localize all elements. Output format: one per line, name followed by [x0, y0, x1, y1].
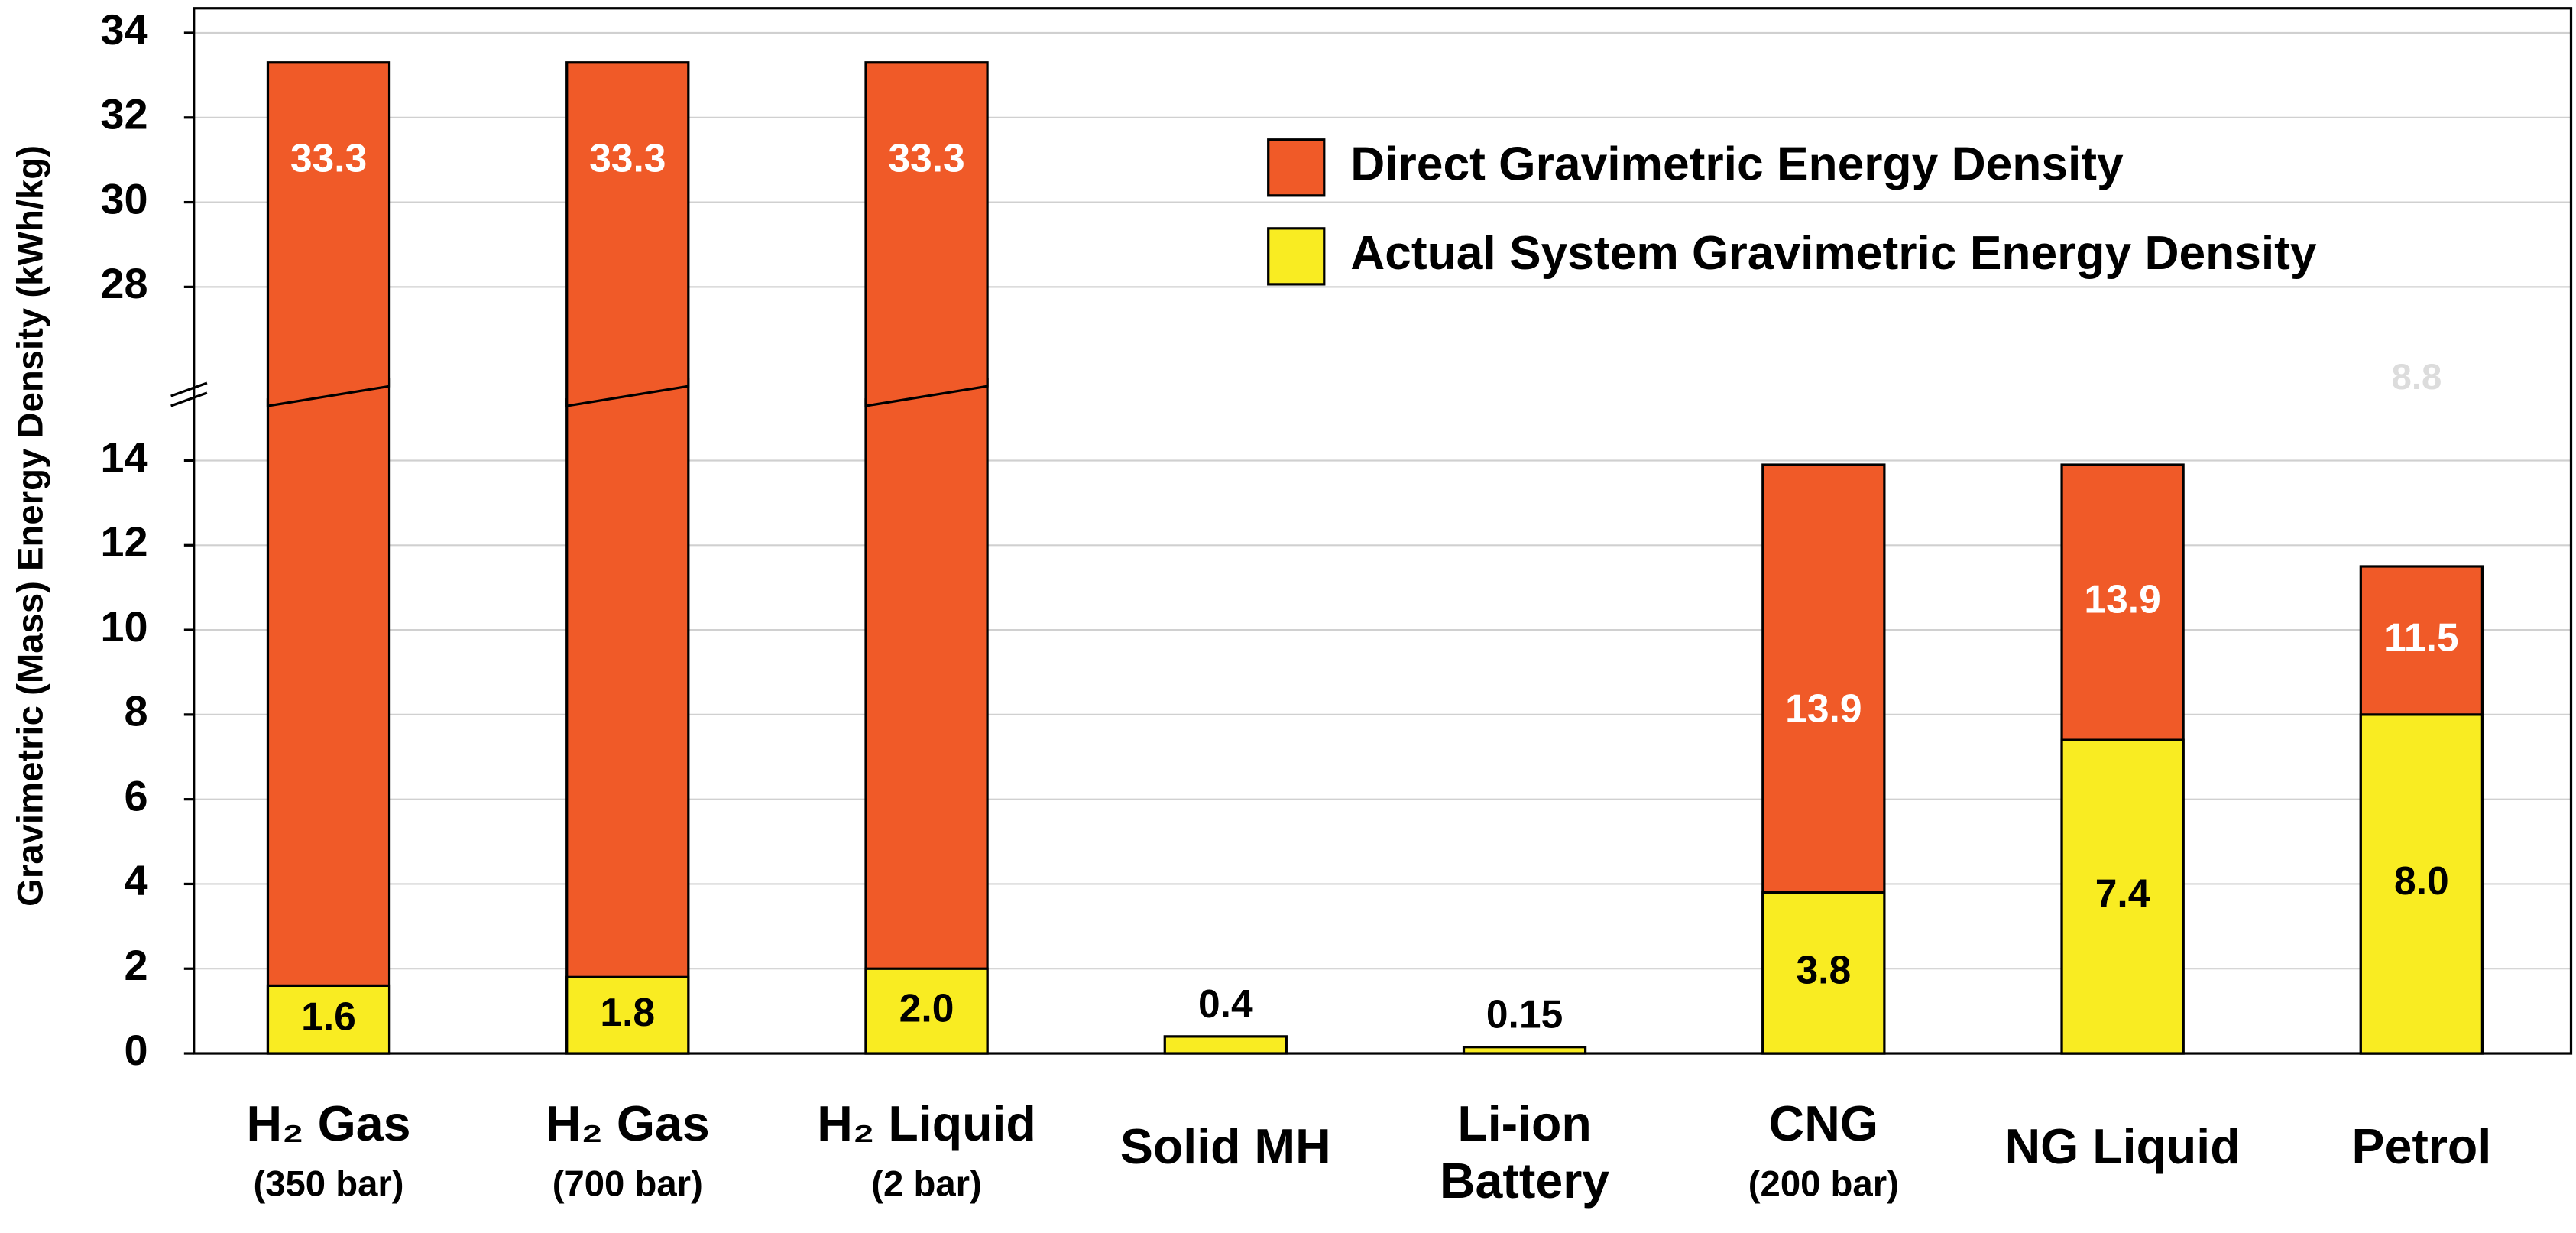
y-tick-label: 8: [124, 687, 147, 735]
value-label-actual: 3.8: [1796, 947, 1851, 991]
x-tick-label: Battery: [1440, 1154, 1609, 1209]
value-label-direct: 13.9: [1785, 686, 1862, 730]
axis-break-mark: [170, 381, 208, 397]
bar-actual: [565, 975, 690, 1055]
value-label-direct: 11.5: [2384, 615, 2459, 660]
x-tick-label: NG Liquid: [2005, 1119, 2241, 1174]
value-label-direct: 33.3: [290, 135, 367, 180]
y-tick-label: 30: [100, 174, 147, 222]
bar-actual: [2359, 713, 2484, 1055]
value-label-actual: 7.4: [2095, 871, 2150, 916]
legend-swatch: [1267, 138, 1326, 197]
value-label-actual: 1.8: [600, 990, 655, 1034]
y-tick-label: 6: [124, 771, 147, 819]
y-axis-title: Gravimetric (Mass) Energy Density (kWh/k…: [11, 145, 51, 907]
y-tick-label: 32: [100, 90, 147, 138]
y-tick-label: 10: [100, 602, 147, 651]
value-label-actual: 0.4: [1198, 982, 1253, 1026]
legend-label: Direct Gravimetric Energy Density: [1350, 138, 2124, 191]
legend-label: Actual System Gravimetric Energy Density: [1350, 227, 2317, 280]
x-tick-label: CNG: [1769, 1096, 1878, 1151]
bar-direct: [266, 378, 391, 1055]
bar-actual: [2060, 738, 2185, 1055]
x-tick-label: H₂ Gas: [246, 1096, 410, 1151]
value-label-direct: 33.3: [589, 135, 666, 180]
value-label-actual: 2.0: [899, 985, 954, 1030]
y-tick-label: 28: [100, 259, 147, 307]
bar-direct: [266, 61, 391, 407]
y-tick-label: 2: [124, 941, 147, 989]
bar-direct: [864, 61, 989, 407]
axis-break-mark: [170, 391, 208, 407]
value-label-actual: 0.15: [1486, 992, 1563, 1037]
bar-actual: [1163, 1035, 1288, 1055]
x-tick-label: (350 bar): [253, 1164, 403, 1205]
value-label-direct: 33.3: [888, 135, 964, 180]
y-tick-label: 4: [124, 856, 147, 904]
y-tick-label: 12: [100, 518, 147, 566]
y-tick-label: 0: [124, 1026, 147, 1074]
x-tick-label: Li-ion: [1457, 1096, 1591, 1151]
value-label-actual: 1.6: [301, 994, 356, 1038]
legend-swatch: [1267, 227, 1326, 286]
plot-frame: [193, 7, 2573, 1055]
annotation: 8.8: [2392, 357, 2442, 397]
x-tick-label: Solid MH: [1120, 1119, 1331, 1174]
bar-actual: [266, 984, 391, 1055]
bar-direct: [565, 61, 690, 407]
y-tick-label: 14: [100, 433, 147, 481]
bar-actual: [864, 967, 989, 1055]
x-tick-label: H₂ Liquid: [817, 1096, 1036, 1151]
x-tick-label: (200 bar): [1748, 1164, 1899, 1205]
bar-actual: [1462, 1046, 1587, 1055]
x-tick-label: Petrol: [2351, 1119, 2491, 1174]
value-label-direct: 13.9: [2084, 577, 2160, 621]
bar-actual: [1761, 891, 1886, 1055]
bar-direct: [565, 378, 690, 1055]
y-tick-label: 34: [100, 5, 147, 54]
x-tick-label: (2 bar): [871, 1164, 982, 1205]
value-label-actual: 8.0: [2394, 858, 2449, 903]
bar-direct: [864, 378, 989, 1055]
x-tick-label: (700 bar): [552, 1164, 703, 1205]
x-tick-label: H₂ Gas: [546, 1096, 710, 1151]
